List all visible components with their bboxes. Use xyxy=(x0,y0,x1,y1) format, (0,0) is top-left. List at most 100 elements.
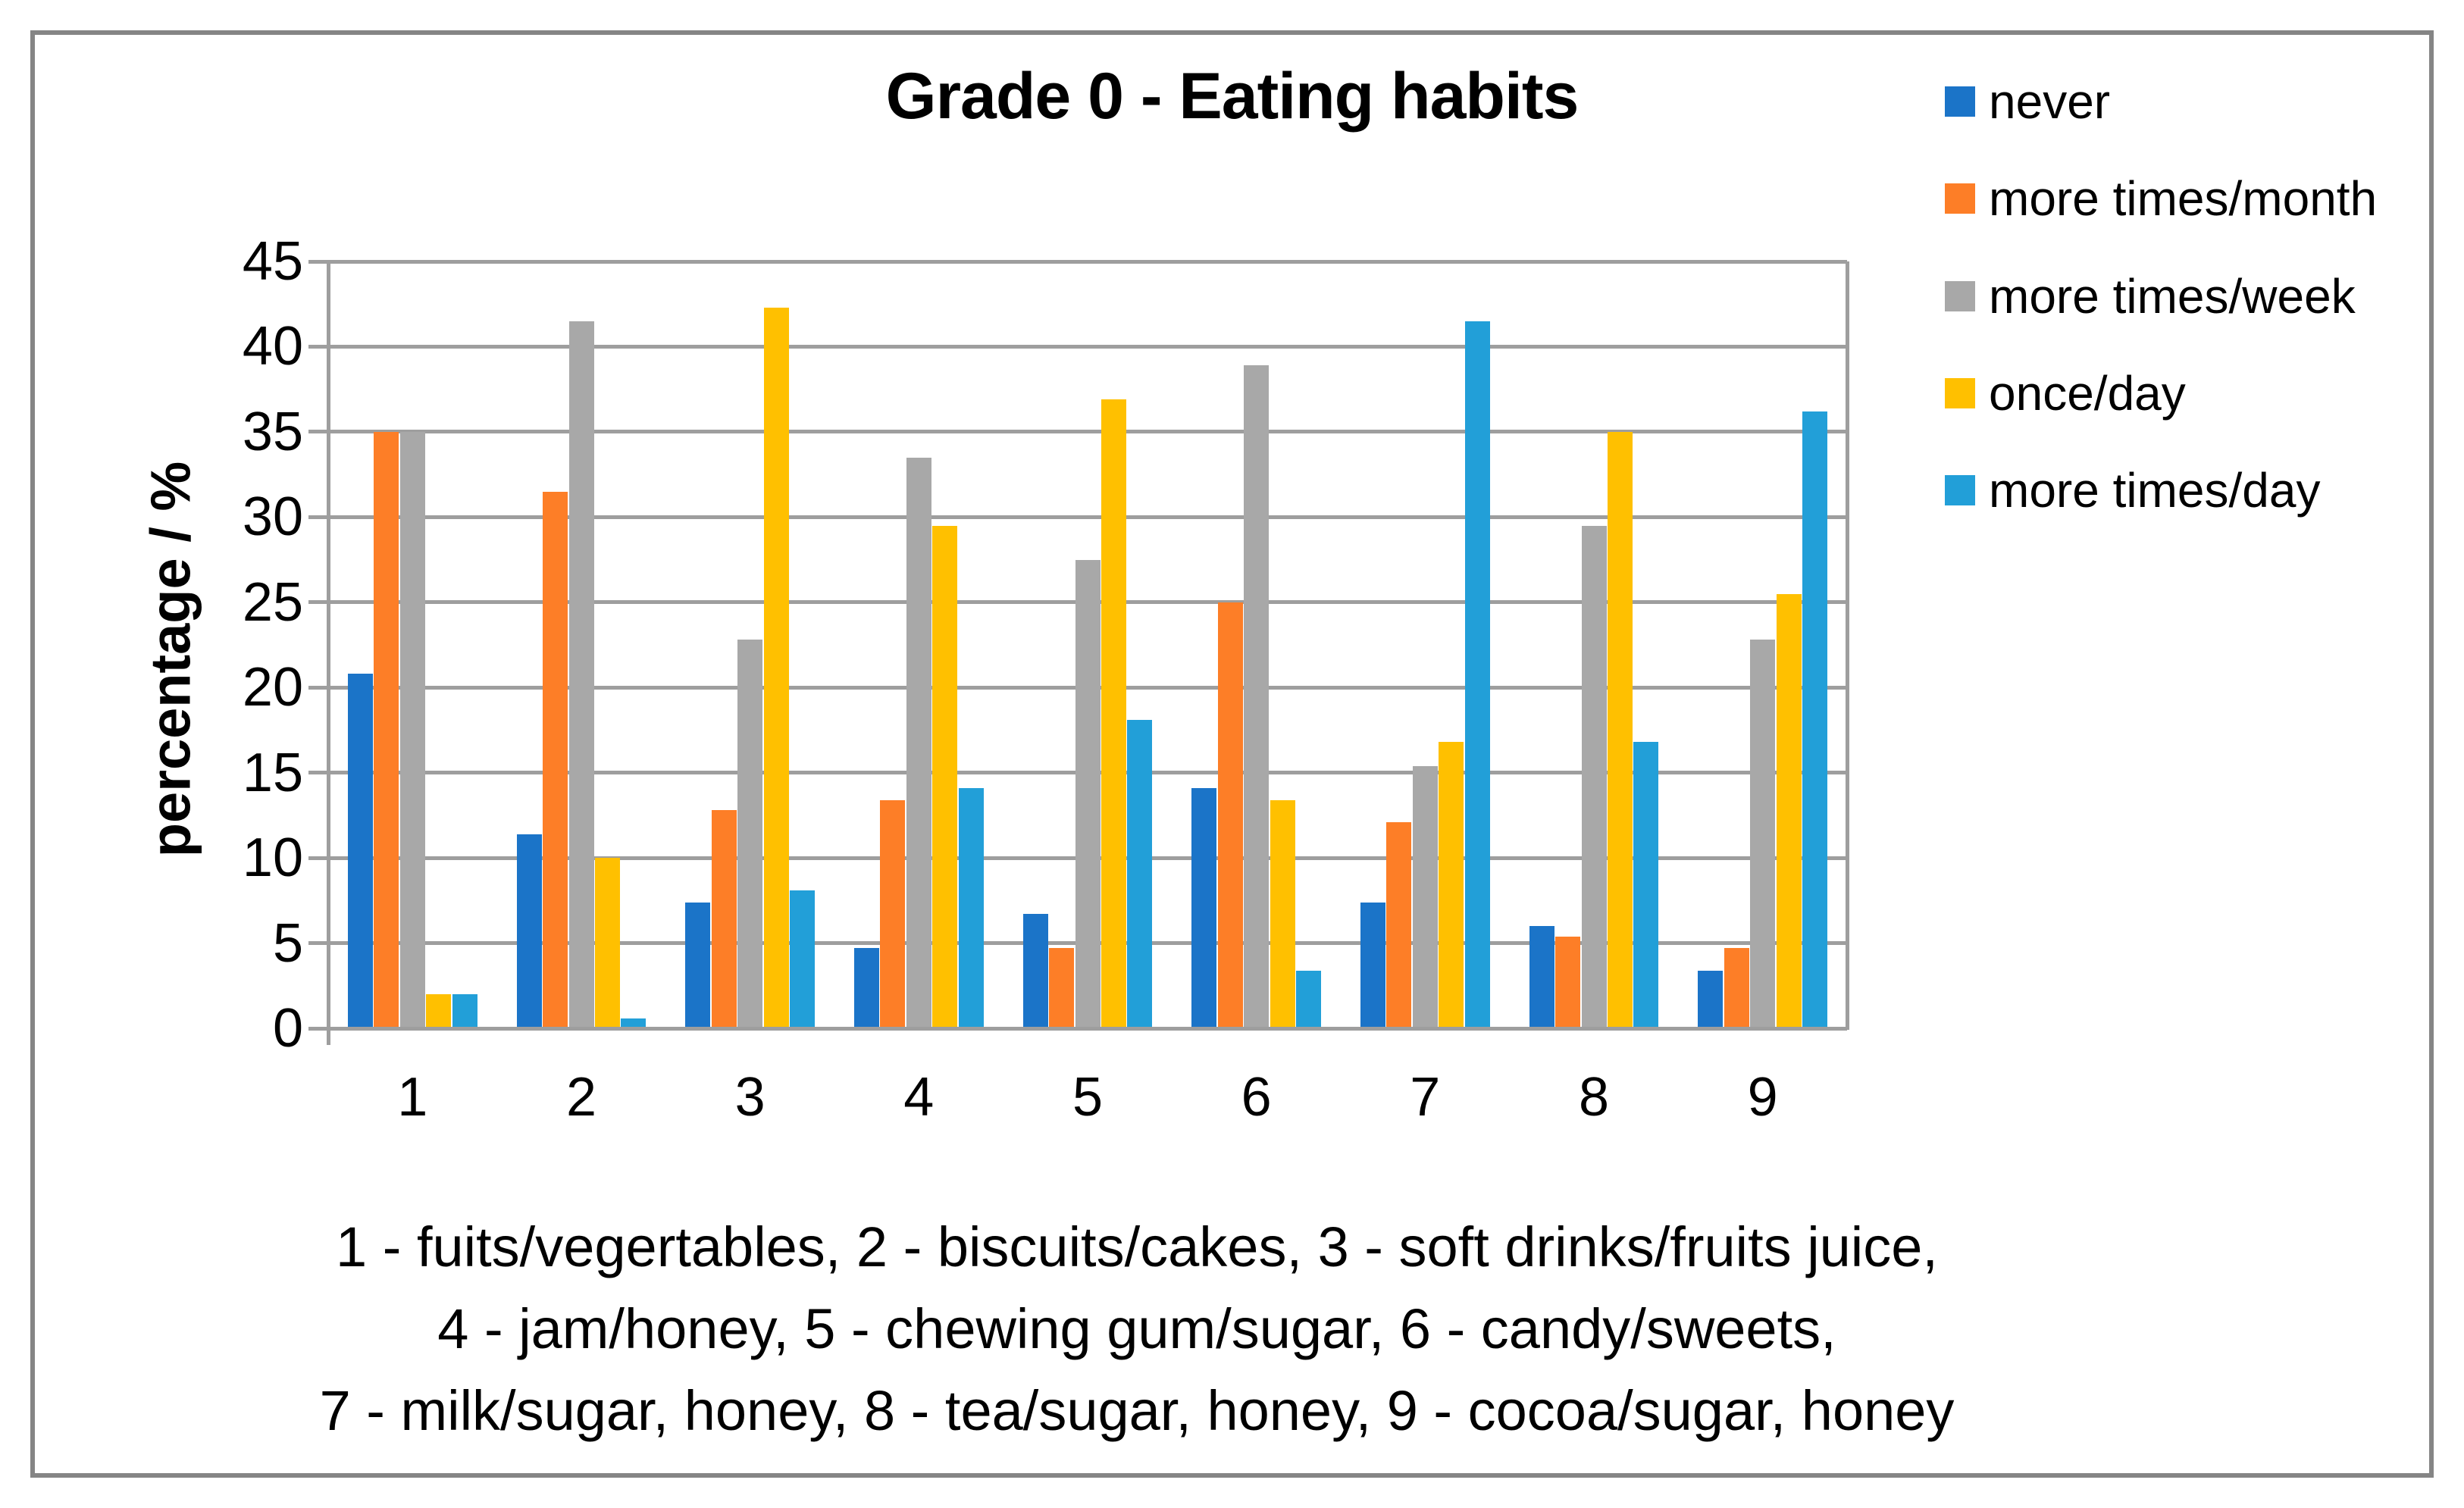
bar-never-4 xyxy=(854,948,880,1028)
bar-more-times-day-5 xyxy=(1127,719,1153,1028)
y-axis-line xyxy=(327,261,330,1045)
y-axis-tick-25 xyxy=(308,600,328,605)
x-label-5: 5 xyxy=(1072,1067,1104,1128)
caption-line-2: 4 - jam/honey, 5 - chewing gum/sugar, 6 … xyxy=(437,1297,1836,1360)
bar-more-times-day-8 xyxy=(1633,742,1659,1028)
legend-swatch-never xyxy=(1945,86,1975,117)
x-label-6: 6 xyxy=(1241,1067,1272,1128)
bar-more-times-month-3 xyxy=(711,810,737,1028)
bar-more-times-month-4 xyxy=(880,799,906,1028)
bar-never-1 xyxy=(348,674,374,1028)
bar-once-day-2 xyxy=(594,858,620,1028)
bar-once-day-3 xyxy=(763,307,789,1028)
legend-label-more-times-week: more times/week xyxy=(1989,268,2356,324)
bar-more-times-week-2 xyxy=(568,321,594,1028)
plot-right-border xyxy=(1845,261,1849,1030)
y-tick-label-25: 25 xyxy=(242,571,303,633)
bar-once-day-9 xyxy=(1776,593,1802,1028)
bar-more-times-week-5 xyxy=(1075,559,1101,1028)
x-label-4: 4 xyxy=(903,1067,935,1128)
bar-once-day-1 xyxy=(426,994,452,1028)
y-tick-label-40: 40 xyxy=(242,316,303,377)
legend-item-never: never xyxy=(1945,74,2111,129)
legend-label-more-times-day: more times/day xyxy=(1989,463,2321,518)
x-label-8: 8 xyxy=(1578,1067,1610,1128)
gridline-45 xyxy=(328,259,1847,264)
caption: 1 - fuits/vegertables, 2 - biscuits/cake… xyxy=(0,1206,2274,1452)
bar-more-times-week-3 xyxy=(737,640,763,1028)
y-tick-label-45: 45 xyxy=(242,231,303,292)
legend-item-more-times-week: more times/week xyxy=(1945,268,2356,324)
gridline-30 xyxy=(328,515,1847,519)
bar-more-times-day-9 xyxy=(1802,411,1827,1028)
bar-more-times-day-7 xyxy=(1464,321,1490,1028)
bar-once-day-4 xyxy=(932,525,958,1028)
y-tick-label-0: 0 xyxy=(272,998,303,1059)
y-tick-label-10: 10 xyxy=(242,828,303,889)
bar-more-times-month-6 xyxy=(1217,602,1243,1028)
bar-never-3 xyxy=(685,902,711,1028)
caption-line-3: 7 - milk/sugar, honey, 8 - tea/sugar, ho… xyxy=(319,1379,1955,1442)
bar-more-times-month-5 xyxy=(1049,948,1075,1028)
bar-more-times-day-2 xyxy=(621,1018,647,1028)
bar-more-times-day-3 xyxy=(789,890,815,1028)
y-axis-tick-10 xyxy=(308,856,328,860)
y-axis-tick-5 xyxy=(308,941,328,946)
bar-never-5 xyxy=(1022,914,1048,1028)
y-axis-tick-40 xyxy=(308,344,328,349)
legend-swatch-more-times-week xyxy=(1945,280,1975,311)
y-tick-label-20: 20 xyxy=(242,657,303,718)
chart-title: Grade 0 - Eating habits xyxy=(885,60,1580,133)
bar-more-times-day-4 xyxy=(958,787,984,1028)
legend-item-more-times-day: more times/day xyxy=(1945,463,2321,518)
y-axis-tick-15 xyxy=(308,771,328,775)
y-axis-tick-20 xyxy=(308,685,328,690)
legend-label-more-times-month: more times/month xyxy=(1989,171,2378,227)
gridline-40 xyxy=(328,344,1847,349)
bar-once-day-8 xyxy=(1607,431,1633,1028)
bar-more-times-month-1 xyxy=(374,431,399,1028)
bar-once-day-7 xyxy=(1439,742,1464,1028)
bar-more-times-month-8 xyxy=(1555,936,1581,1028)
y-tick-label-15: 15 xyxy=(242,742,303,803)
bar-never-7 xyxy=(1360,902,1386,1028)
y-axis-tick-35 xyxy=(308,430,328,434)
bar-more-times-week-6 xyxy=(1244,365,1270,1028)
bar-more-times-week-1 xyxy=(399,431,425,1028)
legend-swatch-once-day xyxy=(1945,377,1975,408)
plot-area xyxy=(308,259,1849,1045)
y-axis-tick-0 xyxy=(308,1026,328,1031)
y-axis-tick-30 xyxy=(308,515,328,519)
bar-more-times-month-7 xyxy=(1386,821,1412,1028)
legend-swatch-more-times-month xyxy=(1945,183,1975,214)
x-label-1: 1 xyxy=(397,1067,428,1128)
gridline-35 xyxy=(328,430,1847,434)
bar-more-times-day-6 xyxy=(1295,970,1321,1028)
x-label-7: 7 xyxy=(1410,1067,1441,1128)
legend-swatch-more-times-day xyxy=(1945,475,1975,505)
legend-label-never: never xyxy=(1989,74,2111,129)
legend-label-once-day: once/day xyxy=(1989,365,2186,421)
bar-never-8 xyxy=(1529,926,1554,1028)
caption-line-1: 1 - fuits/vegertables, 2 - biscuits/cake… xyxy=(336,1215,1938,1278)
bar-once-day-6 xyxy=(1270,799,1295,1028)
x-label-2: 2 xyxy=(565,1067,597,1128)
y-tick-label-35: 35 xyxy=(242,401,303,462)
bar-more-times-day-1 xyxy=(452,994,477,1028)
x-label-3: 3 xyxy=(734,1067,765,1128)
bar-never-6 xyxy=(1191,787,1217,1028)
bar-more-times-month-2 xyxy=(543,491,568,1028)
bar-never-2 xyxy=(516,834,542,1028)
bar-more-times-week-8 xyxy=(1581,525,1607,1028)
bar-once-day-5 xyxy=(1101,399,1126,1028)
bar-more-times-week-4 xyxy=(906,457,931,1028)
legend-item-once-day: once/day xyxy=(1945,365,2186,421)
gridline-0 xyxy=(328,1026,1847,1031)
bar-never-9 xyxy=(1698,970,1724,1028)
y-tick-label-5: 5 xyxy=(272,912,303,974)
bar-more-times-week-7 xyxy=(1412,765,1438,1028)
y-tick-label-30: 30 xyxy=(242,487,303,548)
bar-more-times-month-9 xyxy=(1724,948,1749,1028)
x-label-9: 9 xyxy=(1747,1067,1778,1128)
